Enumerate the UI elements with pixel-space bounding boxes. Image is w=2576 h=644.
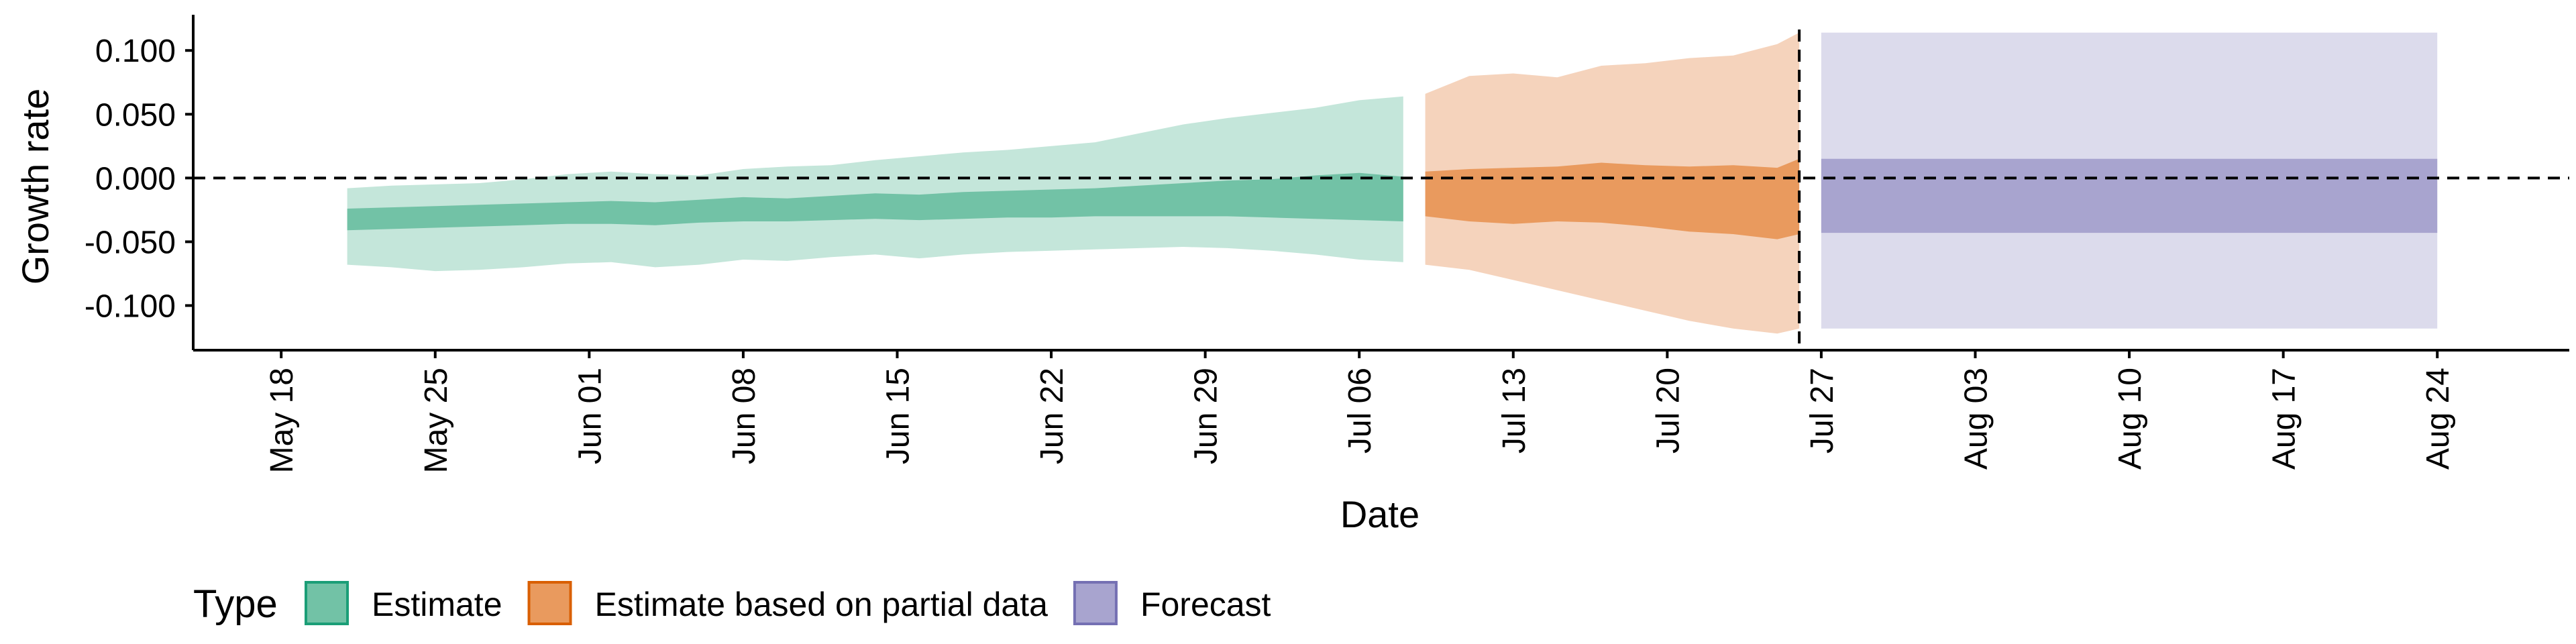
y-tick-label: 0.050 [95, 97, 176, 133]
reference-lines [193, 30, 2569, 350]
forecast-inner-band [1821, 158, 2438, 233]
x-tick-label: Aug 03 [1959, 368, 1994, 470]
legend: Type Estimate Estimate based on partial da… [193, 581, 1271, 626]
axes [185, 15, 2569, 358]
legend-label-estimate: Estimate [372, 586, 502, 623]
estimate-outer-band [347, 96, 1403, 272]
x-tick-label: Jun 01 [572, 368, 608, 464]
legend-swatch-forecast [1073, 581, 1118, 625]
ribbon-layer [347, 32, 2438, 334]
y-tick-label: 0.000 [95, 161, 176, 197]
x-tick-label: May 25 [419, 368, 454, 473]
x-tick-label: Aug 24 [2420, 368, 2456, 470]
x-tick-label: Jul 13 [1497, 368, 1532, 453]
y-tick-label: -0.050 [85, 225, 176, 260]
legend-swatch-estimate [305, 581, 349, 625]
x-tick-label: Jun 22 [1034, 368, 1070, 464]
legend-title: Type [193, 582, 278, 626]
y-tick-label: -0.100 [85, 288, 176, 324]
tick-labels: 0.100 0.050 0.000 -0.050 -0.100 May 18 May 25 J… [85, 34, 2456, 473]
y-tick-label: 0.100 [95, 34, 176, 69]
legend-label-estimate-based-on-partial-data: Estimate based on partial data [595, 586, 1049, 623]
legend-label-forecast: Forecast [1140, 586, 1271, 623]
x-axis-title: Date [1340, 493, 1419, 535]
x-tick-label: Jun 29 [1189, 368, 1224, 464]
x-tick-label: Jul 06 [1342, 368, 1378, 453]
legend-swatch-estimate-based-on-partial-data [527, 581, 572, 625]
x-tick-label: Jul 20 [1650, 368, 1686, 453]
x-tick-label: Aug 17 [2267, 368, 2302, 470]
x-tick-label: Jun 08 [727, 368, 762, 464]
x-tick-label: May 18 [264, 368, 300, 473]
estimate-inner-band [347, 172, 1403, 231]
y-axis-title: Growth rate [14, 89, 56, 285]
x-tick-label: Jun 15 [881, 368, 916, 464]
x-tick-label: Aug 10 [2112, 368, 2148, 470]
x-tick-label: Jul 27 [1805, 368, 1840, 453]
